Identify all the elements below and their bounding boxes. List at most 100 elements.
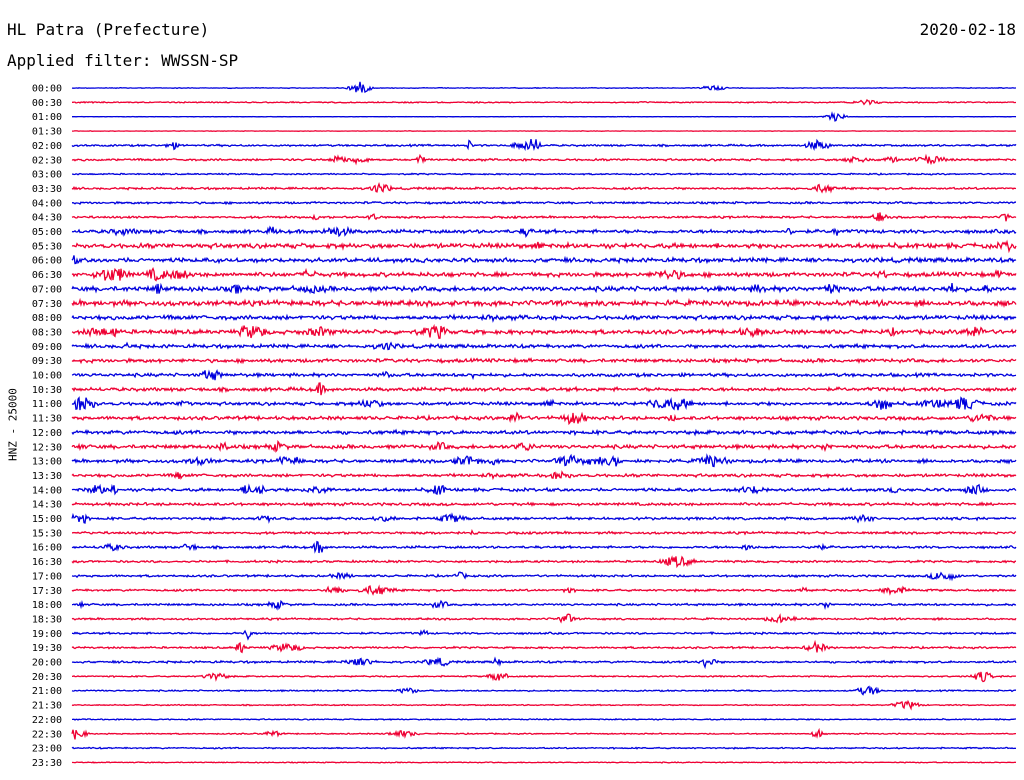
time-label: 17:30 — [32, 586, 62, 597]
traces — [71, 81, 1017, 764]
trace-1330 — [71, 470, 1017, 481]
trace-0130 — [72, 130, 1016, 133]
trace-2300 — [71, 746, 1017, 750]
time-label: 09:00 — [32, 342, 62, 353]
trace-1530 — [72, 528, 1017, 536]
time-label: 12:30 — [32, 442, 62, 453]
trace-0600 — [71, 255, 1017, 265]
trace-1400 — [71, 483, 1017, 496]
trace-1300 — [71, 453, 1017, 468]
time-label: 09:30 — [32, 356, 62, 367]
time-label: 07:00 — [32, 284, 62, 295]
time-label: 21:30 — [32, 701, 62, 712]
time-label: 23:30 — [32, 758, 62, 769]
trace-2000 — [71, 656, 1017, 670]
time-label: 01:00 — [32, 112, 62, 123]
trace-2330 — [71, 761, 1017, 764]
trace-0930 — [71, 356, 1017, 365]
time-label: 14:00 — [32, 485, 62, 496]
trace-0330 — [71, 181, 1017, 194]
time-label: 04:30 — [32, 213, 62, 224]
trace-2030 — [71, 671, 1016, 683]
trace-0300 — [72, 172, 1017, 176]
time-label: 20:30 — [32, 672, 62, 683]
time-label: 15:00 — [32, 514, 62, 525]
time-labels: 00:00 00:30 01:00 01:30 02:00 02:30 03:00 03:30… — [32, 84, 62, 769]
time-label: 07:30 — [32, 299, 62, 310]
time-label: 01:30 — [32, 127, 62, 138]
trace-1430 — [71, 501, 1017, 508]
trace-0800 — [71, 313, 1017, 323]
time-label: 00:30 — [32, 98, 62, 109]
filter-label: Applied filter: WWSSN-SP — [7, 51, 239, 70]
trace-1000 — [71, 368, 1017, 381]
time-label: 00:00 — [32, 84, 62, 95]
time-label: 22:00 — [32, 715, 62, 726]
time-label: 16:30 — [32, 557, 62, 568]
time-label: 08:00 — [32, 313, 62, 324]
trace-1700 — [71, 571, 1017, 582]
trace-1200 — [71, 428, 1017, 437]
time-label: 23:00 — [32, 744, 62, 755]
time-label: 02:00 — [32, 141, 62, 152]
trace-1130 — [71, 411, 1017, 426]
time-label: 17:00 — [32, 571, 62, 582]
time-label: 06:00 — [32, 256, 62, 267]
time-label: 18:00 — [32, 600, 62, 611]
trace-1600 — [71, 540, 1017, 554]
trace-1630 — [71, 555, 1017, 569]
time-label: 13:30 — [32, 471, 62, 482]
trace-1100 — [71, 396, 1017, 411]
trace-0830 — [71, 323, 1017, 340]
time-label: 22:30 — [32, 729, 62, 740]
time-label: 04:00 — [32, 198, 62, 209]
time-label: 02:30 — [32, 155, 62, 166]
time-label: 03:30 — [32, 184, 62, 195]
trace-0000 — [71, 81, 1016, 94]
time-label: 13:00 — [32, 457, 62, 468]
time-label: 10:30 — [32, 385, 62, 396]
trace-0630 — [71, 267, 1017, 282]
trace-1030 — [71, 382, 1017, 396]
trace-0500 — [71, 225, 1017, 238]
time-label: 11:30 — [32, 414, 62, 425]
time-label: 06:30 — [32, 270, 62, 281]
trace-0230 — [71, 153, 1017, 166]
trace-2230 — [71, 727, 1016, 740]
time-label: 14:30 — [32, 500, 62, 511]
trace-0400 — [71, 200, 1017, 206]
time-label: 19:00 — [32, 629, 62, 640]
trace-0030 — [72, 98, 1016, 106]
time-label: 12:00 — [32, 428, 62, 439]
time-label: 03:00 — [32, 170, 62, 181]
trace-1730 — [71, 584, 1017, 596]
time-label: 20:00 — [32, 658, 62, 669]
trace-2200 — [72, 717, 1016, 721]
trace-1800 — [72, 599, 1017, 611]
time-label: 05:30 — [32, 241, 62, 252]
time-label: 21:00 — [32, 686, 62, 697]
trace-0100 — [72, 111, 1017, 122]
time-label: 10:00 — [32, 371, 62, 382]
trace-0530 — [71, 239, 1017, 254]
time-label: 05:00 — [32, 227, 62, 238]
trace-1930 — [71, 639, 1017, 654]
trace-0700 — [71, 282, 1017, 295]
time-label: 11:00 — [32, 399, 62, 410]
trace-0900 — [71, 341, 1017, 351]
trace-0730 — [71, 297, 1017, 309]
trace-0430 — [71, 212, 1017, 222]
date-label: 2020-02-18 — [919, 20, 1016, 39]
trace-1500 — [71, 512, 1017, 524]
trace-1230 — [71, 439, 1017, 453]
trace-2100 — [71, 685, 1017, 696]
trace-0200 — [71, 138, 1017, 152]
time-label: 08:30 — [32, 327, 62, 338]
time-label: 16:00 — [32, 543, 62, 554]
trace-2130 — [71, 699, 1016, 711]
trace-1900 — [71, 629, 1017, 641]
time-label: 15:30 — [32, 528, 62, 539]
trace-1830 — [71, 613, 1017, 624]
time-label: 19:30 — [32, 643, 62, 654]
